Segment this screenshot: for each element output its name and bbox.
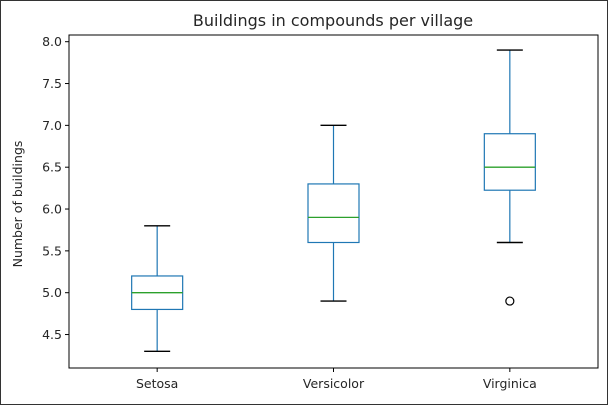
y-tick-label: 7.5 xyxy=(42,76,62,91)
x-tick-label: Virginica xyxy=(483,376,537,391)
box-series xyxy=(131,49,536,352)
y-tick-label: 5.5 xyxy=(42,243,62,258)
outlier-point xyxy=(505,296,515,306)
box-versicolor xyxy=(307,124,360,302)
y-axis: 4.5 5.0 5.5 6.0 6.5 7.0 7.5 8.0 xyxy=(42,34,69,342)
iqr-box xyxy=(483,133,536,191)
y-tick-label: 4.5 xyxy=(42,327,62,342)
y-tick-label: 7.0 xyxy=(42,118,62,133)
box-virginica xyxy=(483,49,536,306)
y-tick-label: 5.0 xyxy=(42,285,62,300)
y-axis-label: Number of buildings xyxy=(10,141,25,268)
iqr-box xyxy=(307,183,360,244)
y-tick-label: 8.0 xyxy=(42,34,62,49)
x-axis: Setosa Versicolor Virginica xyxy=(136,368,537,391)
x-tick-label: Versicolor xyxy=(303,376,365,391)
chart-title: Buildings in compounds per village xyxy=(193,11,473,30)
x-tick-label: Setosa xyxy=(136,376,178,391)
y-tick-label: 6.5 xyxy=(42,160,62,175)
y-tick-label: 6.0 xyxy=(42,202,62,217)
plot-area xyxy=(68,34,599,369)
box-setosa xyxy=(131,225,184,352)
